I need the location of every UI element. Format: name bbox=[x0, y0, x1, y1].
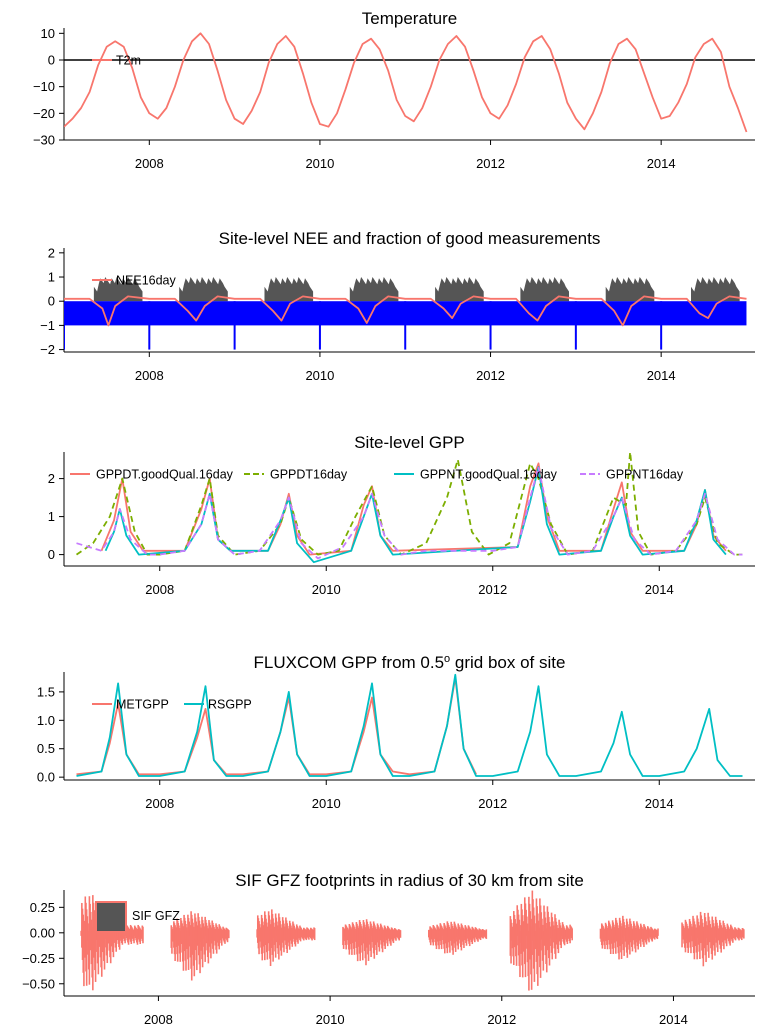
legend-label: RSGPP bbox=[208, 698, 252, 712]
y-tick-label: 0 bbox=[48, 547, 55, 562]
x-tick-label: 2008 bbox=[135, 368, 164, 383]
y-tick-label: 10 bbox=[41, 26, 55, 41]
y-tick-label: 0 bbox=[48, 53, 55, 68]
y-tick-label: −0.50 bbox=[22, 976, 55, 991]
x-tick-label: 2012 bbox=[478, 796, 507, 811]
x-tick-label: 2014 bbox=[645, 582, 674, 597]
plot-area bbox=[76, 673, 743, 777]
legend: NEE16day bbox=[92, 274, 177, 288]
y-tick-label: −0.25 bbox=[22, 951, 55, 966]
y-tick-label: 1.0 bbox=[37, 713, 55, 728]
gapfill-fraction-area bbox=[605, 277, 655, 302]
chart-title: Site-level NEE and fraction of good meas… bbox=[219, 229, 601, 248]
y-tick-label: −20 bbox=[33, 106, 55, 121]
legend: GPPDT.goodQual.16day GPPDT16day GPPNT.good… bbox=[70, 468, 684, 482]
legend-label: METGPP bbox=[116, 698, 169, 712]
series-line bbox=[64, 32, 748, 133]
panel-sif-gfz: SIF GFZ footprints in radius of 30 km fr… bbox=[22, 871, 755, 1027]
gapfill-fraction-area bbox=[349, 277, 399, 302]
x-tick-label: 2012 bbox=[478, 582, 507, 597]
plot-area bbox=[75, 452, 743, 564]
chart-title-superscript: o bbox=[444, 653, 450, 665]
x-tick-label: 2008 bbox=[145, 582, 174, 597]
series-line bbox=[76, 673, 743, 777]
x-tick-label: 2010 bbox=[312, 796, 341, 811]
x-tick-label: 2014 bbox=[659, 1012, 688, 1027]
y-tick-label: 0.00 bbox=[30, 925, 55, 940]
legend-label: GPPDT16day bbox=[270, 468, 348, 482]
legend: T2m bbox=[92, 54, 141, 68]
gapfill-fraction-area bbox=[179, 277, 228, 302]
x-tick-label: 2014 bbox=[647, 368, 676, 383]
chart-title: FLUXCOM GPP from 0.5o grid box of site bbox=[254, 653, 566, 672]
series-line bbox=[64, 295, 747, 327]
legend-label: T2m bbox=[116, 54, 141, 68]
y-tick-label: 1.5 bbox=[37, 684, 55, 699]
legend-label: GPPNT.goodQual.16day bbox=[420, 468, 558, 482]
series-line bbox=[75, 452, 743, 556]
panel-fluxcom-gpp: FLUXCOM GPP from 0.5o grid box of site 1.… bbox=[37, 653, 755, 811]
x-tick-label: 2008 bbox=[144, 1012, 173, 1027]
gapfill-fraction-area bbox=[435, 277, 484, 302]
x-tick-label: 2010 bbox=[316, 1012, 345, 1027]
y-tick-label: 1 bbox=[48, 509, 55, 524]
x-tick-label: 2010 bbox=[305, 368, 334, 383]
chart-title: Temperature bbox=[362, 9, 457, 28]
chart-title: SIF GFZ footprints in radius of 30 km fr… bbox=[235, 871, 584, 890]
x-tick-label: 2010 bbox=[305, 156, 334, 171]
x-tick-label: 2008 bbox=[135, 156, 164, 171]
legend-label: SIF GFZ bbox=[132, 909, 180, 923]
gapfill-fraction-area bbox=[264, 277, 314, 302]
y-tick-label: −30 bbox=[33, 133, 55, 148]
x-tick-label: 2008 bbox=[145, 796, 174, 811]
x-tick-label: 2010 bbox=[312, 582, 341, 597]
y-tick-label: 1 bbox=[48, 270, 55, 285]
y-tick-label: 0.0 bbox=[37, 770, 55, 785]
chart-title: Site-level GPP bbox=[354, 433, 465, 452]
plot-area bbox=[80, 890, 745, 991]
legend-swatch bbox=[95, 901, 127, 933]
gapfill-fraction-area bbox=[691, 277, 740, 302]
y-tick-label: 2 bbox=[48, 471, 55, 486]
plot-area bbox=[64, 32, 755, 133]
gapfill-fraction-area bbox=[520, 277, 570, 302]
plot-area bbox=[64, 277, 747, 350]
gapfill-fraction-area bbox=[93, 277, 143, 302]
y-tick-label: 0 bbox=[48, 294, 55, 309]
legend-label: NEE16day bbox=[116, 274, 177, 288]
legend: SIF GFZ bbox=[95, 901, 180, 933]
legend-label: GPPNT16day bbox=[606, 468, 684, 482]
y-tick-label: 0.5 bbox=[37, 741, 55, 756]
legend: METGPP RSGPP bbox=[92, 698, 252, 712]
series-line bbox=[76, 676, 477, 776]
y-tick-label: −2 bbox=[40, 342, 55, 357]
x-tick-label: 2012 bbox=[476, 368, 505, 383]
y-tick-label: 0.25 bbox=[30, 900, 55, 915]
x-tick-label: 2014 bbox=[645, 796, 674, 811]
chart-title-tail: grid box of site bbox=[450, 653, 565, 672]
x-tick-label: 2014 bbox=[647, 156, 676, 171]
panel-site-gpp: Site-level GPP 2 1 0 2008 2010 2012 2014 GPPDT.g… bbox=[48, 433, 755, 597]
series-line bbox=[76, 466, 743, 560]
y-tick-label: 2 bbox=[48, 245, 55, 260]
x-tick-label: 2012 bbox=[476, 156, 505, 171]
panel-temperature: Temperature 10 0 −10 −20 −30 2008 2010 2012 2014 T… bbox=[33, 9, 755, 171]
panel-nee: Site-level NEE and fraction of good meas… bbox=[40, 229, 755, 383]
legend-label: GPPDT.goodQual.16day bbox=[96, 468, 234, 482]
y-tick-label: −1 bbox=[40, 318, 55, 333]
x-tick-label: 2012 bbox=[487, 1012, 516, 1027]
y-tick-label: −10 bbox=[33, 79, 55, 94]
